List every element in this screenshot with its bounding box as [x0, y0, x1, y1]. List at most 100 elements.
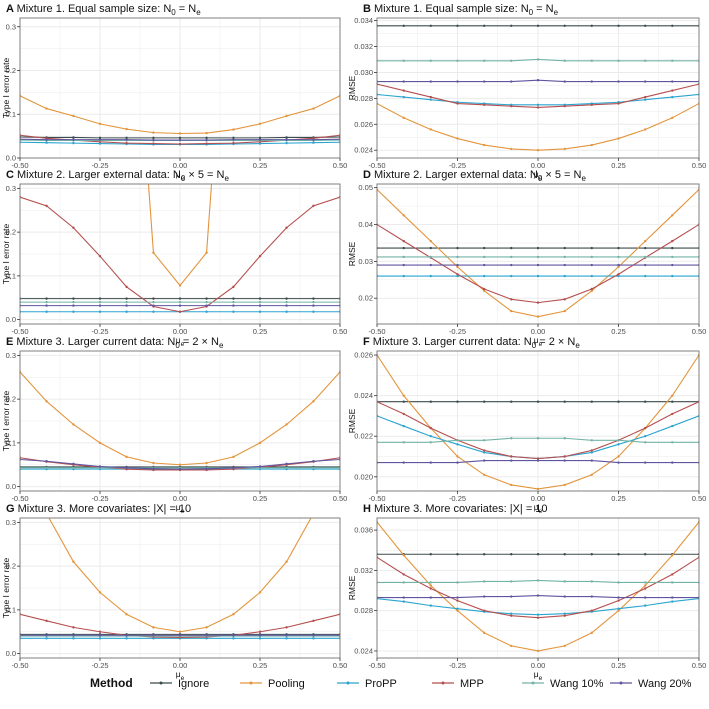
- y-tick-label: 0.3: [6, 351, 16, 360]
- y-tick-label: 0.032: [354, 42, 373, 51]
- data-point-wang-10: [429, 441, 432, 444]
- data-point-mpp: [644, 95, 647, 99]
- y-tick-label: 0.1: [6, 271, 16, 280]
- y-tick-label: 0.2: [6, 228, 16, 237]
- data-point-wang-10: [563, 580, 566, 583]
- data-point-pooling: [152, 131, 155, 134]
- panel-g-axes: -0.50 -0.25 0.00 0.25 0.50 0.0 0.1 0.2 0.3 μe Type…: [1, 518, 347, 682]
- y-tick-label: 0.030: [354, 68, 373, 77]
- data-point-pooling: [285, 560, 288, 563]
- panel-e-title-text: Mixture 3. Larger current data: N: [16, 336, 175, 348]
- panel-d-xlabel: μe: [534, 335, 543, 348]
- data-point-ignore: [617, 24, 620, 27]
- data-point-mpp: [483, 609, 486, 612]
- data-point-wang-20: [536, 79, 540, 82]
- y-tick-label: 0.05: [358, 183, 373, 192]
- panel-d-title: D Mixture 2. Larger external data: N0 × …: [363, 169, 586, 183]
- data-point-wang-10: [45, 300, 48, 304]
- x-tick-label: 0.00: [531, 161, 546, 170]
- panel-b-xlabel: μe: [534, 169, 543, 182]
- data-point-pooling: [510, 147, 513, 151]
- data-point-ignore: [510, 553, 513, 556]
- data-point-wang-10: [590, 439, 593, 442]
- data-point-wang-20: [285, 138, 288, 141]
- data-point-ignore: [178, 297, 182, 300]
- data-point-propp: [72, 141, 75, 145]
- data-point-wang-10: [617, 59, 620, 62]
- data-point-ignore: [590, 24, 593, 27]
- panel-h: H Mixture 3. More covariates: |X| = 10 -0…: [347, 503, 706, 682]
- data-point-propp: [536, 103, 540, 107]
- data-point-wang-20: [590, 80, 593, 83]
- data-point-wang-20: [312, 138, 315, 141]
- x-tick-label: 0.00: [531, 661, 546, 670]
- data-point-wang-10: [563, 59, 566, 62]
- panel-a-title-mid: = N: [176, 3, 197, 15]
- panel-f-axes: -0.50 -0.25 0.00 0.25 0.50 0.020 0.022 0.024 0.0…: [347, 351, 706, 515]
- y-tick-label: 0.026: [354, 120, 373, 129]
- data-point-mpp: [152, 142, 155, 145]
- legend-item-wang-10: Wang 10%: [522, 678, 604, 690]
- panel-b-title-mid: = N: [533, 3, 554, 15]
- data-point-pooling: [590, 289, 593, 293]
- data-point-ignore: [483, 553, 486, 556]
- data-point-wang-20: [429, 80, 432, 83]
- legend-key-point: [531, 681, 535, 685]
- panel-b-xlabel-main: μ: [534, 169, 539, 179]
- data-point-pooling: [536, 487, 540, 491]
- data-point-mpp: [456, 599, 459, 602]
- data-point-pooling: [178, 284, 182, 287]
- panel-e-ylabel: Type I error rate: [1, 390, 11, 451]
- data-point-wang-10: [402, 255, 405, 259]
- data-point-mpp: [510, 455, 513, 458]
- data-point-wang-10: [563, 255, 566, 259]
- data-point-pooling: [205, 131, 208, 135]
- data-point-propp: [429, 98, 432, 101]
- legend-key-point: [159, 681, 163, 685]
- data-point-mpp: [45, 204, 48, 208]
- data-point-wang-10: [483, 59, 486, 62]
- data-point-wang-10: [483, 255, 486, 259]
- panel-g-series: [20, 518, 340, 640]
- x-tick-label: -0.25: [449, 494, 466, 503]
- panel-f-title-mid: = 2 × N: [536, 336, 575, 348]
- x-tick-label: 0.25: [611, 661, 626, 670]
- data-point-propp: [45, 637, 48, 640]
- panel-e-xlabel-main: μ: [176, 502, 181, 512]
- data-point-pooling: [510, 483, 513, 487]
- data-point-ignore: [590, 400, 593, 403]
- data-point-ignore: [205, 136, 208, 140]
- panel-a-title-sub: e: [196, 8, 201, 17]
- data-point-ignore: [644, 553, 647, 556]
- data-point-wang-10: [429, 581, 432, 584]
- data-point-wang-10: [536, 58, 540, 61]
- data-point-pooling: [617, 137, 620, 140]
- data-point-wang-20: [125, 634, 128, 637]
- data-point-pooling: [205, 251, 208, 254]
- data-point-mpp: [644, 426, 647, 430]
- data-point-pooling: [285, 423, 288, 426]
- panel-b-letter: B: [363, 3, 374, 15]
- data-point-ignore: [456, 246, 459, 250]
- data-point-wang-20: [617, 596, 620, 599]
- data-point-wang-20: [402, 596, 405, 599]
- panel-h-ylabel: RMSE: [347, 575, 357, 600]
- data-point-wang-20: [232, 466, 235, 470]
- data-point-pooling: [671, 116, 674, 120]
- panel-f-xlabel-sub: e: [539, 508, 543, 515]
- data-point-ignore: [536, 400, 540, 403]
- data-point-pooling: [671, 214, 674, 217]
- y-tick-label: 0.02: [358, 294, 373, 303]
- data-point-wang-20: [125, 138, 128, 141]
- data-point-pooling: [456, 455, 459, 458]
- data-point-propp: [644, 604, 647, 607]
- legend-item-pooling: Pooling: [240, 678, 305, 690]
- x-tick-label: -0.25: [91, 661, 108, 670]
- panel-f-title-sub: 0: [532, 341, 537, 350]
- data-point-wang-10: [429, 59, 432, 62]
- data-point-wang-20: [671, 80, 674, 83]
- data-point-wang-20: [312, 634, 315, 637]
- x-tick-label: 0.25: [611, 494, 626, 503]
- data-point-wang-10: [456, 439, 459, 442]
- data-point-mpp: [617, 273, 620, 276]
